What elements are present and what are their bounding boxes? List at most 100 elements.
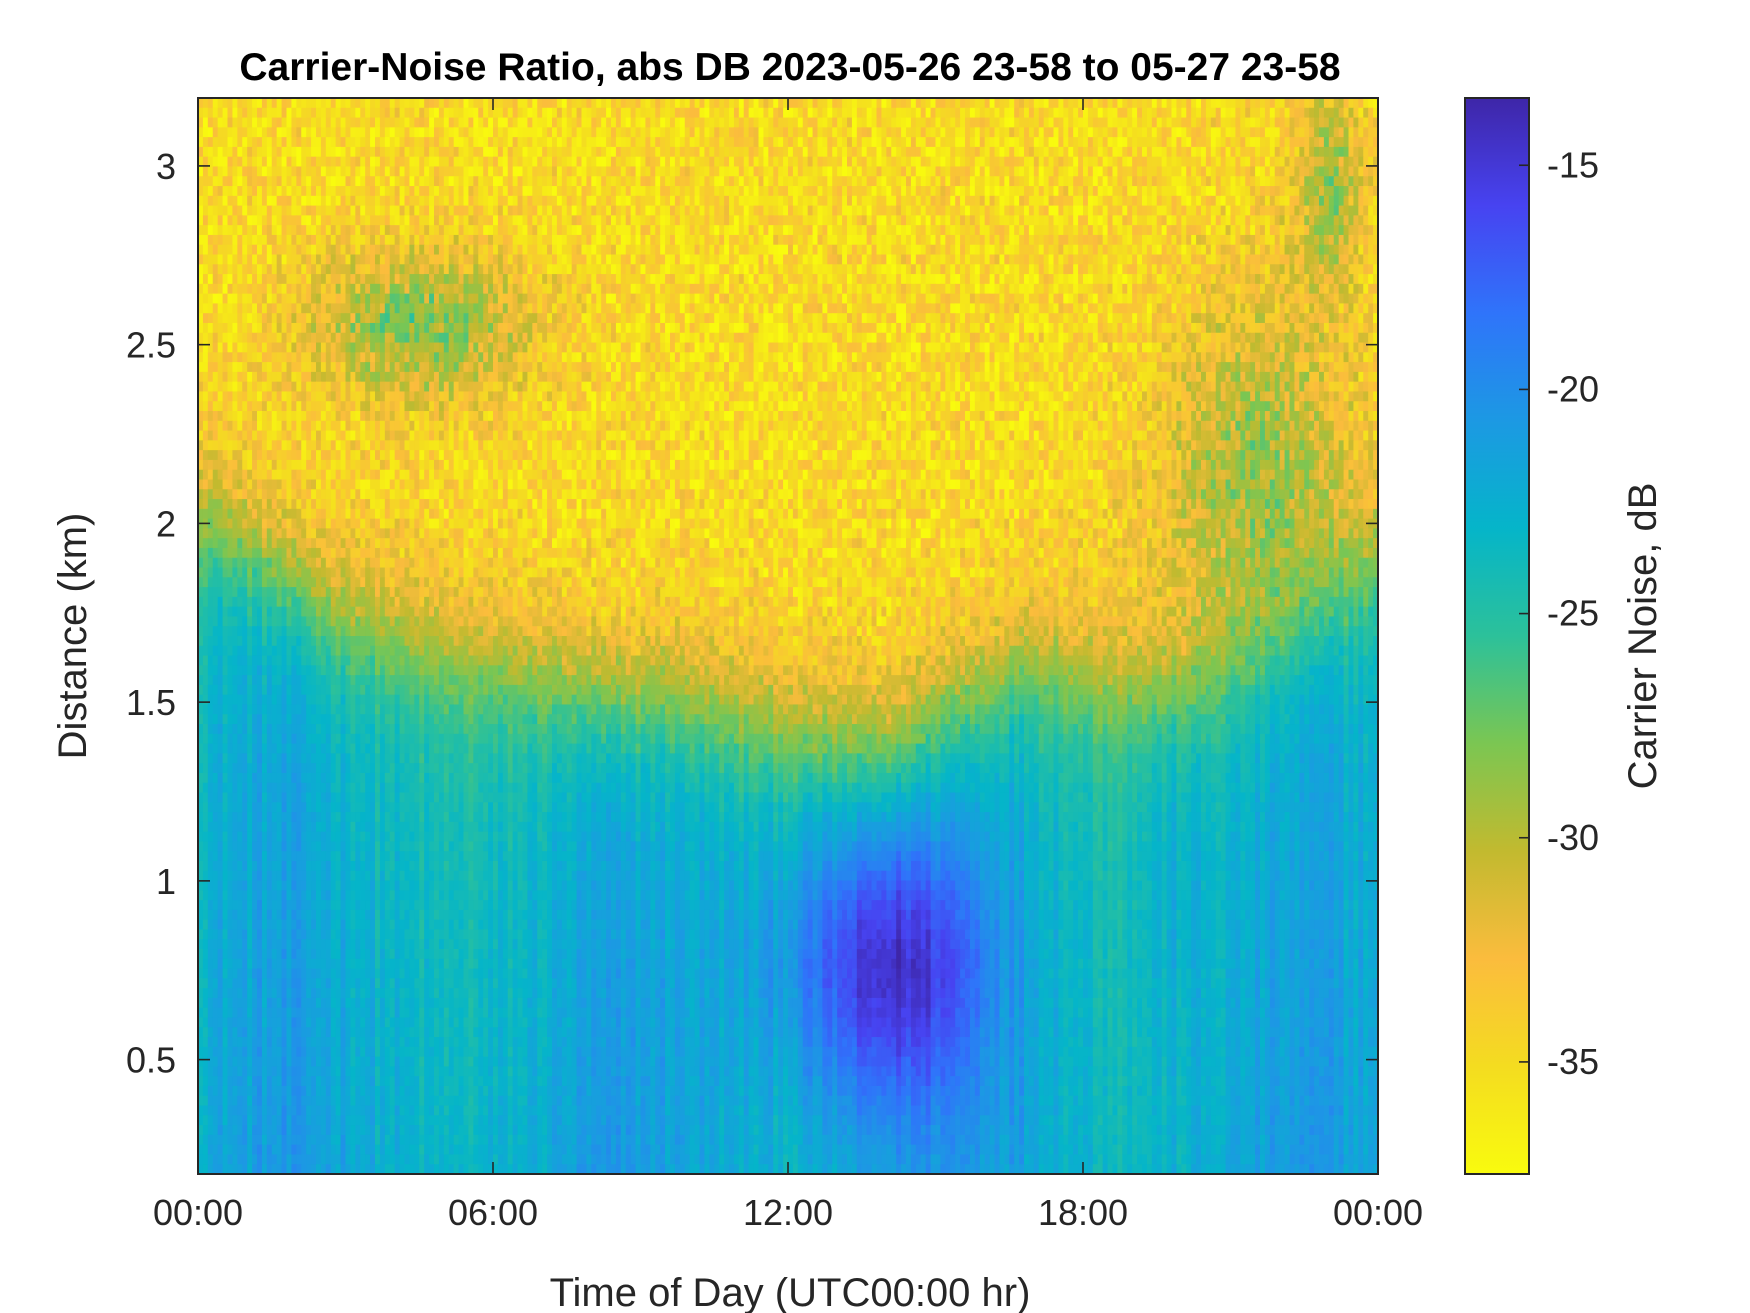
heatmap-cell <box>906 274 912 284</box>
heatmap-cell <box>326 196 332 206</box>
heatmap-cell <box>493 137 499 147</box>
heatmap-cell <box>316 127 322 137</box>
heatmap-cell <box>277 215 283 225</box>
heatmap-cell <box>247 294 253 304</box>
heatmap-cell <box>586 98 592 108</box>
heatmap-cell <box>754 264 760 274</box>
heatmap-cell <box>675 157 681 167</box>
heatmap-cell <box>1329 245 1335 255</box>
heatmap-cell <box>877 196 883 206</box>
heatmap-cell <box>1162 215 1168 225</box>
heatmap-cell <box>719 137 725 147</box>
heatmap-cell <box>1019 127 1025 137</box>
heatmap-cell <box>729 284 735 294</box>
heatmap-cell <box>429 215 435 225</box>
heatmap-cell <box>1191 147 1197 157</box>
heatmap-cell <box>1339 225 1345 235</box>
heatmap-cell <box>232 294 238 304</box>
heatmap-cell <box>759 235 765 245</box>
heatmap-cell <box>1108 98 1114 108</box>
heatmap-cell <box>346 176 352 186</box>
heatmap-cell <box>1034 108 1040 118</box>
heatmap-cell <box>813 274 819 284</box>
heatmap-cell <box>562 196 568 206</box>
heatmap-cell <box>1152 166 1158 176</box>
heatmap-cell <box>365 137 371 147</box>
heatmap-cell <box>1054 215 1060 225</box>
heatmap-cell <box>1265 137 1271 147</box>
heatmap-cell <box>857 137 863 147</box>
heatmap-cell <box>1024 215 1030 225</box>
heatmap-cell <box>532 118 538 128</box>
heatmap-cell <box>1167 196 1173 206</box>
heatmap-cell <box>1117 225 1123 235</box>
heatmap-cell <box>606 196 612 206</box>
heatmap-cell <box>778 157 784 167</box>
heatmap-cell <box>321 176 327 186</box>
heatmap-cell <box>601 225 607 235</box>
heatmap-cell <box>877 294 883 304</box>
heatmap-cell <box>1240 196 1246 206</box>
heatmap-cell <box>513 108 519 118</box>
heatmap-cell <box>690 166 696 176</box>
heatmap-cell <box>1009 264 1015 274</box>
heatmap-cell <box>1285 98 1291 108</box>
heatmap-cell <box>572 264 578 274</box>
heatmap-cell <box>572 235 578 245</box>
heatmap-cell <box>375 196 381 206</box>
heatmap-cell <box>1280 176 1286 186</box>
heatmap-cell <box>1162 284 1168 294</box>
heatmap-cell <box>434 98 440 108</box>
heatmap-cell <box>1049 245 1055 255</box>
heatmap-cell <box>749 294 755 304</box>
heatmap-cell <box>1093 147 1099 157</box>
heatmap-cell <box>552 255 558 265</box>
heatmap-cell <box>1078 118 1084 128</box>
heatmap-cell <box>552 264 558 274</box>
heatmap-cell <box>1290 235 1296 245</box>
heatmap-cell <box>759 294 765 304</box>
heatmap-cell <box>562 215 568 225</box>
heatmap-cell <box>1245 284 1251 294</box>
heatmap-cell <box>852 108 858 118</box>
heatmap-cell <box>208 294 214 304</box>
heatmap-cell <box>542 294 548 304</box>
heatmap-cell <box>1147 294 1153 304</box>
heatmap-cell <box>1019 245 1025 255</box>
heatmap-cell <box>606 127 612 137</box>
heatmap-cell <box>601 294 607 304</box>
heatmap-cell <box>901 274 907 284</box>
heatmap-cell <box>424 166 430 176</box>
heatmap-cell <box>1167 264 1173 274</box>
heatmap-cell <box>370 147 376 157</box>
heatmap-cell <box>390 294 396 304</box>
heatmap-cell <box>1103 284 1109 294</box>
heatmap-cell <box>1029 294 1035 304</box>
heatmap-cell <box>709 255 715 265</box>
heatmap-cell <box>1319 137 1325 147</box>
heatmap-cell <box>572 274 578 284</box>
heatmap-cell <box>916 176 922 186</box>
heatmap-cell <box>862 186 868 196</box>
heatmap-cell <box>355 118 361 128</box>
heatmap-cell <box>316 255 322 265</box>
heatmap-cell <box>1349 235 1355 245</box>
heatmap-cell <box>1349 98 1355 108</box>
heatmap-cell <box>1349 166 1355 176</box>
heatmap-cell <box>557 206 563 216</box>
heatmap-cell <box>1260 255 1266 265</box>
heatmap-cell <box>537 284 543 294</box>
heatmap-cell <box>582 196 588 206</box>
heatmap-cells <box>198 98 1379 1175</box>
heatmap-cell <box>955 225 961 235</box>
heatmap-cell <box>282 264 288 274</box>
heatmap-cell <box>355 264 361 274</box>
heatmap-cell <box>842 176 848 186</box>
heatmap-cell <box>827 186 833 196</box>
heatmap-cell <box>995 206 1001 216</box>
heatmap-cell <box>542 274 548 284</box>
heatmap-cell <box>1309 215 1315 225</box>
heatmap-cell <box>759 215 765 225</box>
heatmap-cell <box>724 215 730 225</box>
heatmap-cell <box>1344 186 1350 196</box>
